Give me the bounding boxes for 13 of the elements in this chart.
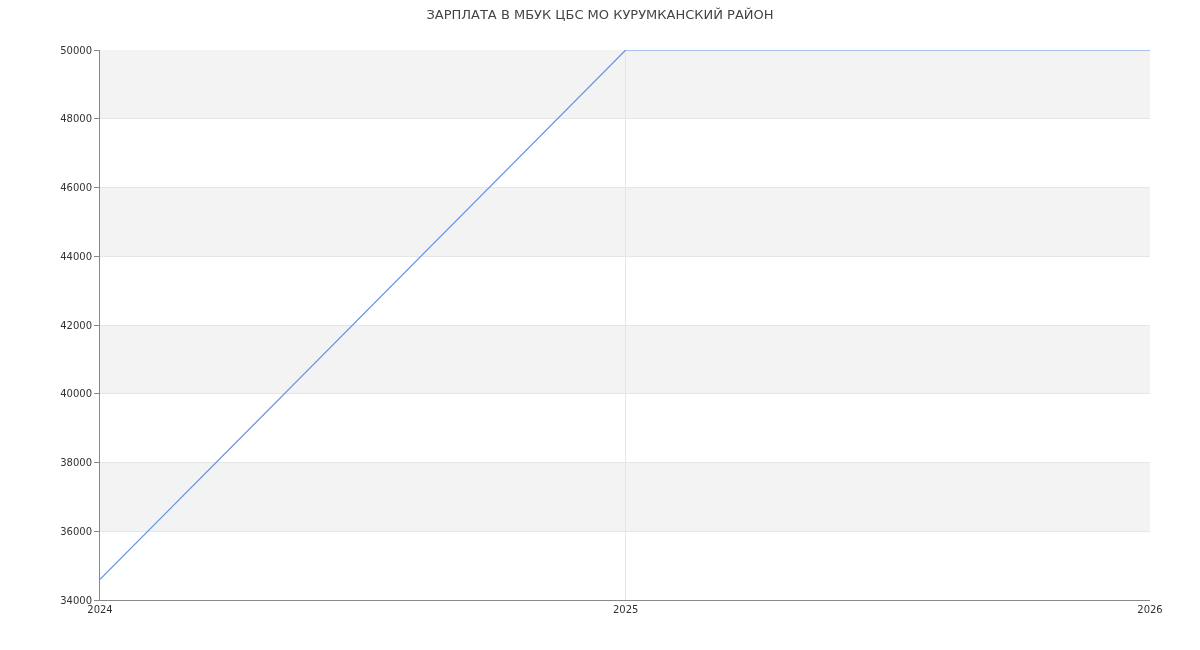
y-tick-label: 46000 — [60, 182, 92, 193]
x-tick-label: 2024 — [87, 604, 113, 615]
y-tick-label: 50000 — [60, 44, 92, 56]
y-tick-label: 48000 — [60, 113, 92, 125]
x-tick-label: 2026 — [1137, 604, 1163, 615]
y-tick-label: 44000 — [60, 250, 92, 262]
x-tick-label: 2025 — [612, 604, 639, 615]
y-tick-label: 40000 — [60, 388, 92, 400]
y-tick-label: 42000 — [60, 319, 92, 331]
chart-title: ЗАРПЛАТА В МБУК ЦБС МО КУРУМКАНСКИЙ РАЙОН — [426, 6, 774, 22]
y-tick-label: 34000 — [60, 594, 92, 606]
y-tick-label: 38000 — [60, 457, 92, 468]
y-tick-label: 36000 — [60, 525, 92, 537]
